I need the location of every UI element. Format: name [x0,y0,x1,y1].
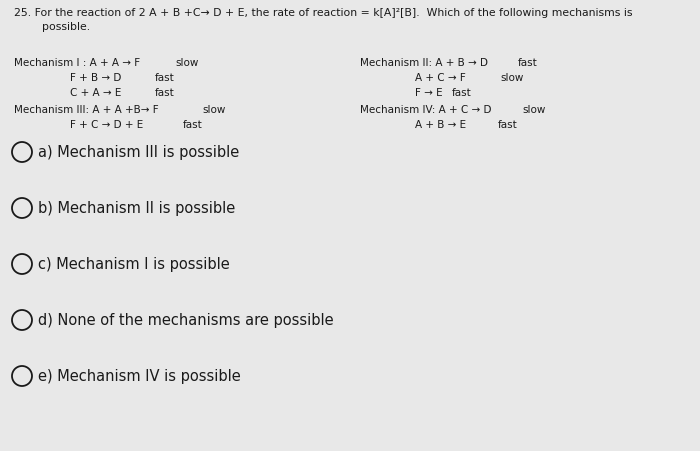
Text: Mechanism II: A + B → D: Mechanism II: A + B → D [360,58,488,68]
Text: 25. For the reaction of 2 A + B +C→ D + E, the rate of reaction = k[A]²[B].  Whi: 25. For the reaction of 2 A + B +C→ D + … [14,8,633,18]
Text: A + C → F: A + C → F [415,73,466,83]
Text: fast: fast [452,88,472,98]
Text: F + B → D: F + B → D [70,73,121,83]
Text: possible.: possible. [14,22,90,32]
Text: c) Mechanism I is possible: c) Mechanism I is possible [38,257,230,272]
Text: a) Mechanism III is possible: a) Mechanism III is possible [38,145,239,160]
Text: Mechanism III: A + A +B→ F: Mechanism III: A + A +B→ F [14,105,159,115]
Text: fast: fast [183,120,203,130]
Text: Mechanism I : A + A → F: Mechanism I : A + A → F [14,58,140,68]
Text: b) Mechanism II is possible: b) Mechanism II is possible [38,201,235,216]
Text: F → E: F → E [415,88,442,98]
Text: fast: fast [518,58,538,68]
Text: fast: fast [498,120,518,130]
Text: slow: slow [202,105,225,115]
Text: slow: slow [522,105,545,115]
Text: A + B → E: A + B → E [415,120,466,130]
Text: Mechanism IV: A + C → D: Mechanism IV: A + C → D [360,105,491,115]
Text: fast: fast [155,88,175,98]
Text: F + C → D + E: F + C → D + E [70,120,144,130]
Text: slow: slow [175,58,198,68]
Text: fast: fast [155,73,175,83]
Text: d) None of the mechanisms are possible: d) None of the mechanisms are possible [38,313,334,328]
Text: e) Mechanism IV is possible: e) Mechanism IV is possible [38,368,241,384]
Text: C + A → E: C + A → E [70,88,121,98]
Text: slow: slow [500,73,524,83]
